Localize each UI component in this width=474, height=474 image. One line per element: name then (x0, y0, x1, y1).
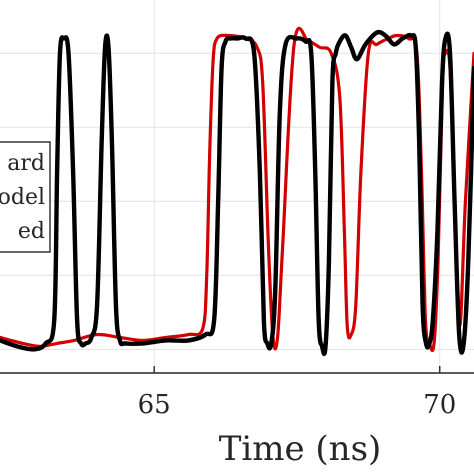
legend-frame (0, 141, 51, 253)
legend-entry-3: ed (18, 219, 45, 244)
x-tick-label-0: 65 (138, 390, 171, 420)
x-axis-label: Time (ns) (219, 429, 382, 469)
x-tick-label-1: 70 (423, 390, 456, 420)
legend-box: ard odel ed (0, 141, 51, 253)
series-line-2 (0, 29, 474, 357)
legend-entry-2: odel (0, 185, 45, 210)
legend-entry-1: ard (7, 151, 45, 176)
x-axis-ticks: 65 70 (138, 366, 456, 420)
grid-lines (0, 0, 474, 373)
series-lines (0, 26, 474, 357)
